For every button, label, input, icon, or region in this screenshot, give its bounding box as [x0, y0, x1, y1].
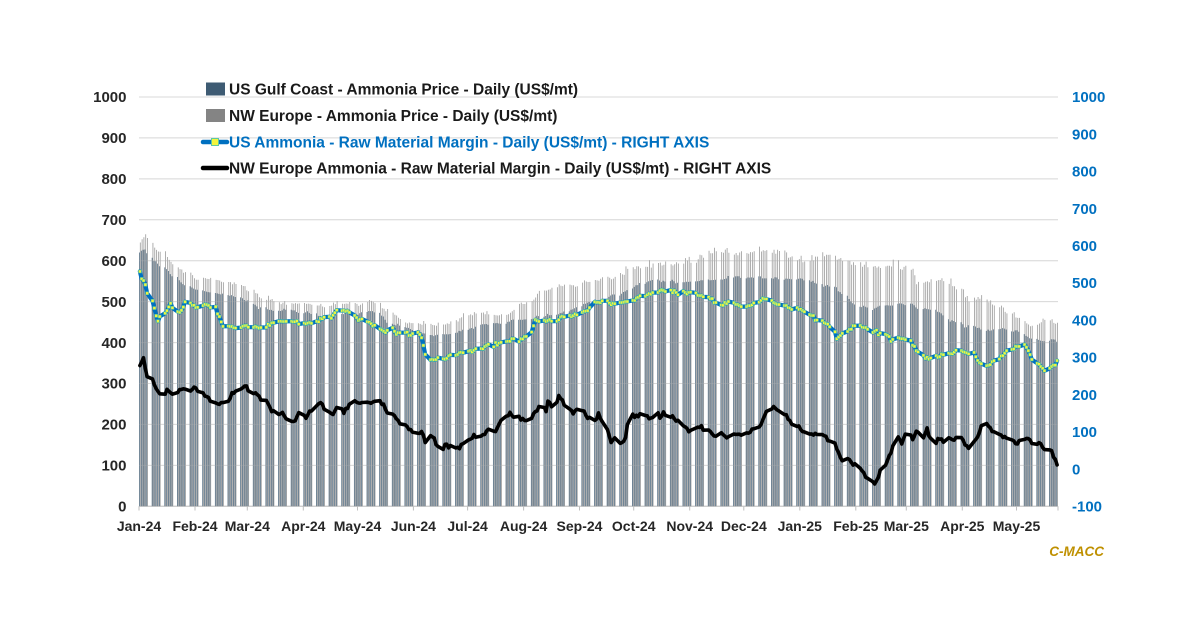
svg-text:800: 800 — [101, 171, 126, 188]
svg-text:600: 600 — [101, 253, 126, 270]
svg-text:1000: 1000 — [1072, 89, 1105, 106]
svg-text:900: 900 — [101, 130, 126, 147]
svg-text:500: 500 — [101, 294, 126, 311]
svg-text:200: 200 — [1072, 387, 1097, 404]
svg-text:Jan-25: Jan-25 — [778, 518, 823, 534]
svg-text:100: 100 — [101, 458, 126, 475]
svg-text:Feb-24: Feb-24 — [172, 518, 217, 534]
svg-text:Mar-25: Mar-25 — [884, 518, 929, 534]
svg-text:Feb-25: Feb-25 — [833, 518, 878, 534]
svg-text:Sep-24: Sep-24 — [557, 518, 603, 534]
svg-text:May-25: May-25 — [993, 518, 1041, 534]
svg-text:Jun-24: Jun-24 — [391, 518, 436, 534]
svg-text:Mar-24: Mar-24 — [225, 518, 270, 534]
svg-text:Oct-24: Oct-24 — [612, 518, 656, 534]
svg-text:900: 900 — [1072, 126, 1097, 143]
svg-text:500: 500 — [1072, 275, 1097, 292]
svg-text:Nov-24: Nov-24 — [666, 518, 713, 534]
svg-text:Aug-24: Aug-24 — [500, 518, 548, 534]
svg-text:May-24: May-24 — [334, 518, 382, 534]
svg-text:C-MACC: C-MACC — [1049, 544, 1104, 559]
svg-text:Apr-24: Apr-24 — [281, 518, 326, 534]
svg-text:NW Europe Ammonia - Raw Materi: NW Europe Ammonia - Raw Material Margin … — [229, 161, 771, 178]
svg-text:800: 800 — [1072, 164, 1097, 181]
svg-text:0: 0 — [118, 499, 126, 516]
svg-text:300: 300 — [1072, 350, 1097, 367]
svg-text:Apr-25: Apr-25 — [940, 518, 985, 534]
svg-text:NW Europe - Ammonia Price - Da: NW Europe - Ammonia Price - Daily (US$/m… — [229, 108, 557, 125]
svg-text:US Gulf Coast - Ammonia Price: US Gulf Coast - Ammonia Price - Daily (U… — [229, 82, 578, 99]
svg-text:-100: -100 — [1072, 499, 1102, 516]
svg-text:100: 100 — [1072, 424, 1097, 441]
svg-text:600: 600 — [1072, 238, 1097, 255]
svg-text:Dec-24: Dec-24 — [721, 518, 767, 534]
svg-text:US Ammonia - Raw Material Marg: US Ammonia - Raw Material Margin - Daily… — [229, 135, 709, 152]
svg-text:200: 200 — [101, 417, 126, 434]
svg-text:300: 300 — [101, 376, 126, 393]
svg-text:Jul-24: Jul-24 — [447, 518, 488, 534]
svg-text:0: 0 — [1072, 461, 1080, 478]
svg-text:Jan-24: Jan-24 — [117, 518, 162, 534]
svg-text:1000: 1000 — [93, 89, 126, 106]
svg-text:700: 700 — [101, 212, 126, 229]
svg-text:400: 400 — [101, 335, 126, 352]
svg-text:400: 400 — [1072, 313, 1097, 330]
svg-text:700: 700 — [1072, 201, 1097, 218]
